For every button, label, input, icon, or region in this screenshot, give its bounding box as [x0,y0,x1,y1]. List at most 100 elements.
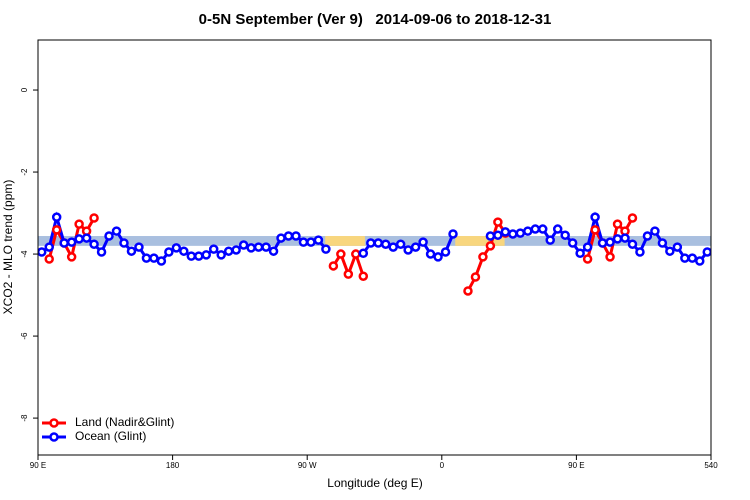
data-point [89,239,99,249]
data-point [321,244,331,254]
data-point [208,244,219,254]
data-point [186,251,197,261]
data-point [665,246,675,256]
data-point [582,254,593,264]
reference-band [455,236,505,246]
data-point [119,238,129,248]
data-point [500,227,511,237]
plot-frame [37,39,712,456]
data-point [358,271,369,281]
data-point [343,269,354,279]
data-point [306,237,316,247]
data-point [478,252,488,262]
legend-label: Ocean (Glint) [75,429,146,443]
data-point [538,224,548,234]
x-tick-label: 90 E [30,461,46,470]
data-point [575,248,585,258]
data-point [44,242,54,252]
y-tick-label: -6 [20,332,29,340]
data-point [313,235,324,245]
data-point [171,243,182,253]
data-point [523,226,533,236]
data-point [552,224,563,234]
data-point [66,237,77,247]
x-tick-label: 180 [166,461,180,470]
x-axis-label: Longitude (deg E) [327,476,422,490]
data-point [590,225,600,235]
data-point [530,224,541,234]
data-point [567,238,578,248]
data-point [74,219,84,229]
data-point [44,254,54,264]
plot-area [38,211,711,296]
data-point [463,286,473,296]
x-tick-label: 90 E [568,461,584,470]
data-point [89,213,99,223]
data-point [336,249,346,259]
data-point [253,242,264,252]
data-point [657,238,668,248]
data-point [238,240,249,250]
x-tick-label: 90 W [298,461,317,470]
legend-marker [49,418,59,428]
data-point [74,234,84,244]
data-point [493,230,503,240]
data-point [373,238,383,248]
data-point [134,242,144,252]
x-tick-label: 540 [704,461,718,470]
data-point [351,249,361,259]
data-point [81,233,92,243]
data-point [298,237,309,247]
data-point [433,252,443,262]
data-point [395,239,406,249]
y-tick-label: -4 [20,250,29,258]
data-point [672,242,683,252]
data-point [179,246,189,256]
data-point [141,253,152,263]
data-point [612,234,623,244]
data-point [642,231,653,241]
data-point [38,247,47,257]
data-point [51,225,62,235]
data-point [358,248,369,258]
data-point [96,247,107,257]
data-point [560,230,570,240]
data-point [545,235,555,245]
data-point [156,256,167,266]
data-point [627,213,638,223]
data-point [410,242,421,252]
data-point [605,237,615,247]
data-point [605,252,615,262]
data-point [650,226,660,236]
data-point [246,243,256,253]
data-point [231,245,241,255]
data-point [485,241,496,251]
data-point [612,219,623,229]
data-point [276,233,286,243]
data-point [126,246,137,256]
data-point [283,231,294,241]
data-point [201,250,211,260]
data-point [597,238,608,248]
data-point [216,250,226,260]
data-point [403,245,413,255]
legend-label: Land (Nadir&Glint) [75,415,174,429]
chart-title: 0-5N September (Ver 9) 2014-09-06 to 201… [199,11,552,28]
y-axis-label: XCO2 - MLO trend (ppm) [1,180,15,315]
data-point [687,253,698,263]
data-point [164,247,174,257]
data-point [508,229,518,239]
data-point [620,233,630,243]
data-point [380,239,391,249]
y-tick-label: -8 [20,414,29,422]
data-point [590,212,600,222]
data-point [149,253,159,263]
data-point [515,228,526,238]
data-point [470,272,481,282]
data-point [366,238,376,248]
legend-marker [49,432,59,442]
data-point [59,238,69,248]
data-point [680,253,690,263]
data-point [493,217,503,227]
